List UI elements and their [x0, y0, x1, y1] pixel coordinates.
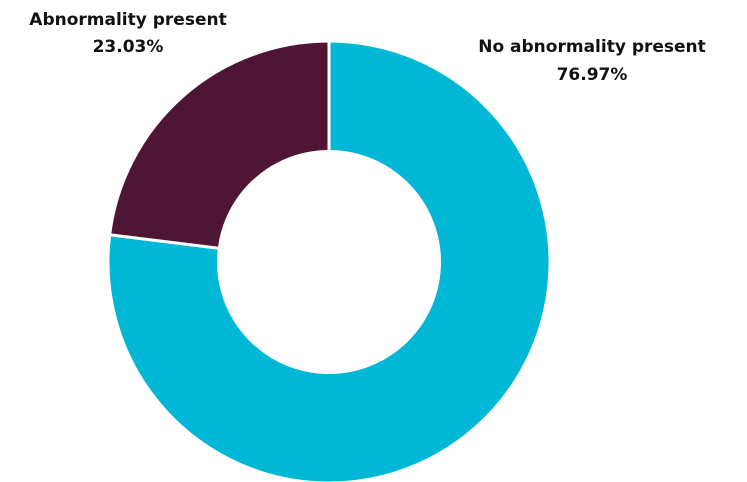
label-abnormality-name: Abnormality present	[29, 10, 226, 30]
label-no-abnormality-name: No abnormality present	[478, 37, 706, 57]
label-no-abnormality-value: 76.97%	[557, 65, 628, 85]
donut-hole	[217, 150, 441, 374]
label-abnormality-value: 23.03%	[93, 37, 164, 57]
slice-no-abnormality-present	[106, 39, 552, 482]
